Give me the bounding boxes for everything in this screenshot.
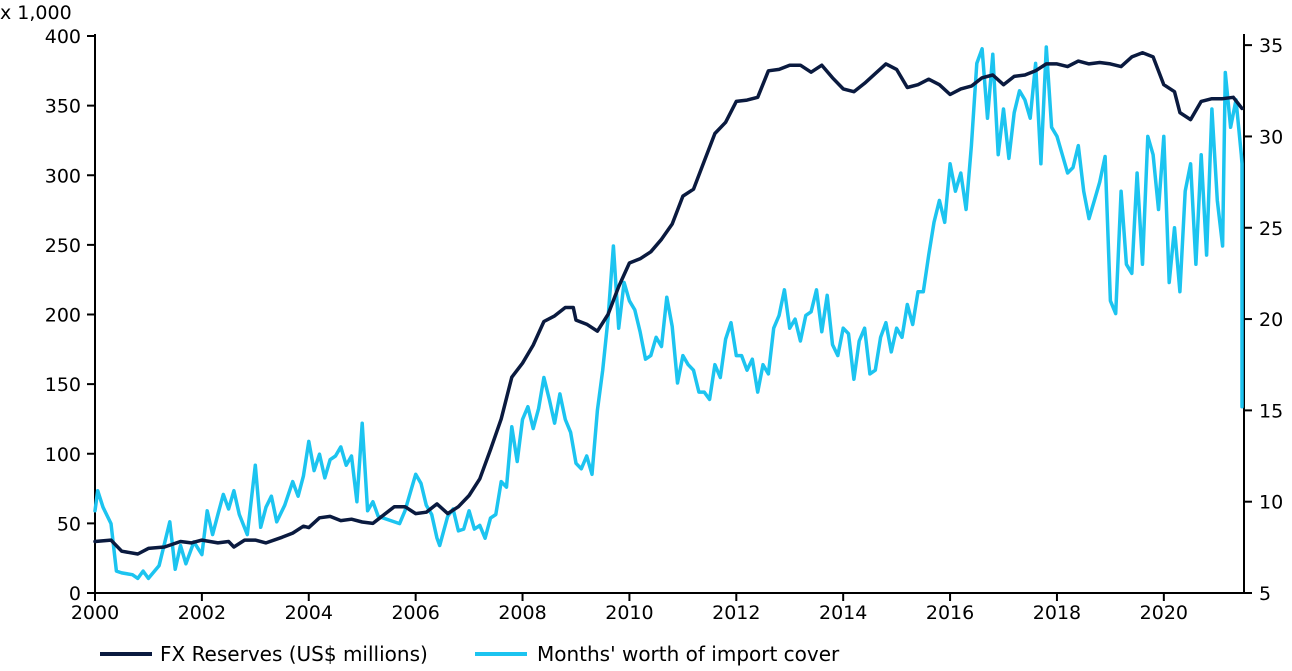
x-tick-label: 2008	[498, 602, 546, 624]
series-line-import-cover	[93, 45, 1244, 581]
series-line-fx-reserves	[93, 50, 1244, 556]
x-tick-label: 2004	[285, 602, 333, 624]
x-tick-label: 2014	[819, 602, 867, 624]
legend-label-import-cover: Months' worth of import cover	[537, 642, 840, 666]
x-tick-label: 2000	[71, 602, 119, 624]
left-y-tick-label: 50	[57, 513, 81, 535]
x-tick-label: 2002	[178, 602, 226, 624]
left-y-tick-label: 200	[45, 305, 81, 327]
left-y-tick-label: 250	[45, 235, 81, 257]
left-y-tick-label: 400	[45, 26, 81, 48]
right-y-axis-ticks: 5 10 15 20 25 30 35	[1244, 35, 1283, 605]
right-y-tick-label: 30	[1259, 126, 1283, 148]
right-y-tick-label: 15	[1259, 400, 1283, 422]
legend: FX Reserves (US$ millions) Months' worth…	[100, 642, 840, 666]
right-y-tick-label: 5	[1259, 583, 1271, 605]
x-axis-ticks: 2000 2002 2004 2006 2008 2010 2012 2014 2016 2018…	[71, 593, 1188, 624]
left-y-axis-ticks: 0 50 100 150 200 250 300 350 400	[45, 26, 95, 605]
left-y-tick-label: 100	[45, 444, 81, 466]
x-tick-label: 2010	[605, 602, 653, 624]
x-tick-label: 2006	[391, 602, 439, 624]
right-y-tick-label: 10	[1259, 492, 1283, 514]
right-y-tick-label: 20	[1259, 309, 1283, 331]
x-tick-label: 2020	[1140, 602, 1188, 624]
left-y-tick-label: 300	[45, 165, 81, 187]
x-tick-label: 2016	[926, 602, 974, 624]
legend-label-fx-reserves: FX Reserves (US$ millions)	[160, 642, 428, 666]
left-y-tick-label: 350	[45, 96, 81, 118]
left-y-tick-label: 150	[45, 374, 81, 396]
x-tick-label: 2018	[1033, 602, 1081, 624]
right-y-tick-label: 35	[1259, 35, 1283, 57]
axes: x 1,000 0 50 100 150 200 250 300 350 400 5 10 15 20…	[0, 2, 1283, 624]
right-y-tick-label: 25	[1259, 218, 1283, 240]
left-axis-unit-label: x 1,000	[0, 2, 72, 24]
left-y-tick-label: 0	[69, 583, 81, 605]
x-tick-label: 2012	[712, 602, 760, 624]
series-lines	[93, 45, 1244, 581]
